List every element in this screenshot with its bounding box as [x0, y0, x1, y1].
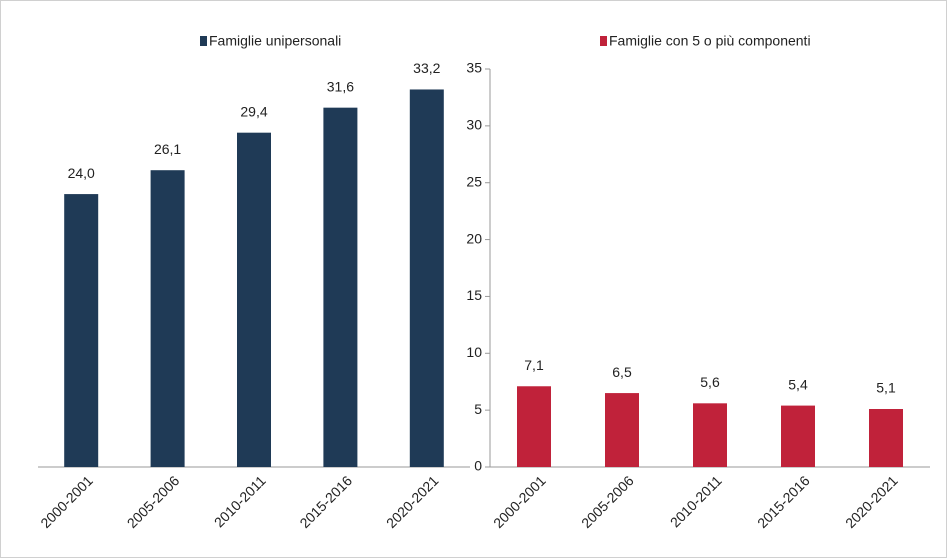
bar [323, 107, 358, 468]
data-label: 5,6 [700, 374, 720, 390]
y-tick-label: 15 [466, 287, 482, 303]
bar [781, 405, 815, 467]
y-tick-label: 5 [474, 401, 482, 417]
data-label: 7,1 [524, 357, 544, 373]
data-label: 24,0 [68, 165, 95, 181]
bar [150, 170, 185, 467]
y-tick-label: 35 [466, 60, 482, 76]
y-tick-label: 20 [466, 230, 482, 246]
y-tick-label: 25 [466, 173, 482, 189]
y-tick-label: 0 [474, 458, 482, 474]
bar [237, 132, 271, 467]
data-label: 29,4 [240, 103, 267, 119]
data-label: 5,4 [788, 376, 808, 392]
data-label: 31,6 [327, 78, 354, 94]
legend-label: Famiglie unipersonali [209, 33, 341, 49]
data-label: 5,1 [876, 380, 896, 396]
bar [64, 194, 99, 468]
data-label: 26,1 [154, 141, 181, 157]
bar [517, 386, 551, 467]
legend-swatch [200, 36, 207, 46]
y-tick-label: 10 [466, 344, 482, 360]
bar [693, 403, 727, 467]
data-label: 33,2 [413, 60, 440, 76]
bar [605, 393, 639, 467]
bar [869, 409, 903, 467]
legend-label: Famiglie con 5 o più componenti [609, 33, 811, 49]
data-label: 6,5 [612, 364, 632, 380]
y-tick-label: 30 [466, 117, 482, 133]
bar [409, 89, 444, 468]
legend-swatch [600, 36, 607, 46]
